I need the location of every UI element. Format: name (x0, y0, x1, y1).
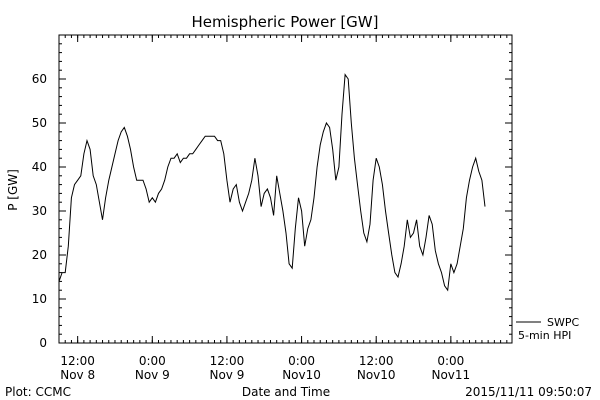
x-tick-label-date: Nov11 (431, 368, 470, 382)
y-tick-label: 40 (32, 160, 47, 174)
x-tick-label-time: 12:00 (60, 354, 95, 368)
y-tick-label: 30 (32, 204, 47, 218)
x-tick-label-time: 0:00 (437, 354, 464, 368)
x-tick-label-date: Nov 9 (209, 368, 244, 382)
footer-timestamp: 2015/11/11 09:50:07 (465, 385, 592, 399)
x-tick-label-date: Nov10 (282, 368, 321, 382)
x-tick-label-time: 12:00 (359, 354, 394, 368)
legend-entry-hpi: 5-min HPI (518, 329, 571, 342)
series-line-swpc (58, 73, 486, 292)
x-tick-label-time: 0:00 (139, 354, 166, 368)
x-tick-label-date: Nov 9 (135, 368, 170, 382)
x-axis-label: Date and Time (242, 385, 330, 399)
footer-plot-credit: Plot: CCMC (5, 385, 71, 399)
y-tick-label: 20 (32, 248, 47, 262)
plot-frame (58, 34, 513, 344)
y-tick-label: 0 (39, 336, 47, 350)
y-tick-label: 60 (32, 72, 47, 86)
chart-title: Hemispheric Power [GW] (192, 13, 379, 31)
x-tick-label-date: Nov 8 (60, 368, 95, 382)
x-tick-label-time: 0:00 (288, 354, 315, 368)
legend-entry-swpc: SWPC (547, 316, 579, 329)
y-axis-label: P [GW] (6, 169, 20, 211)
x-tick-label-date: Nov10 (357, 368, 396, 382)
x-tick-label-time: 12:00 (210, 354, 245, 368)
y-tick-label: 10 (32, 292, 47, 306)
y-tick-label: 50 (32, 116, 47, 130)
